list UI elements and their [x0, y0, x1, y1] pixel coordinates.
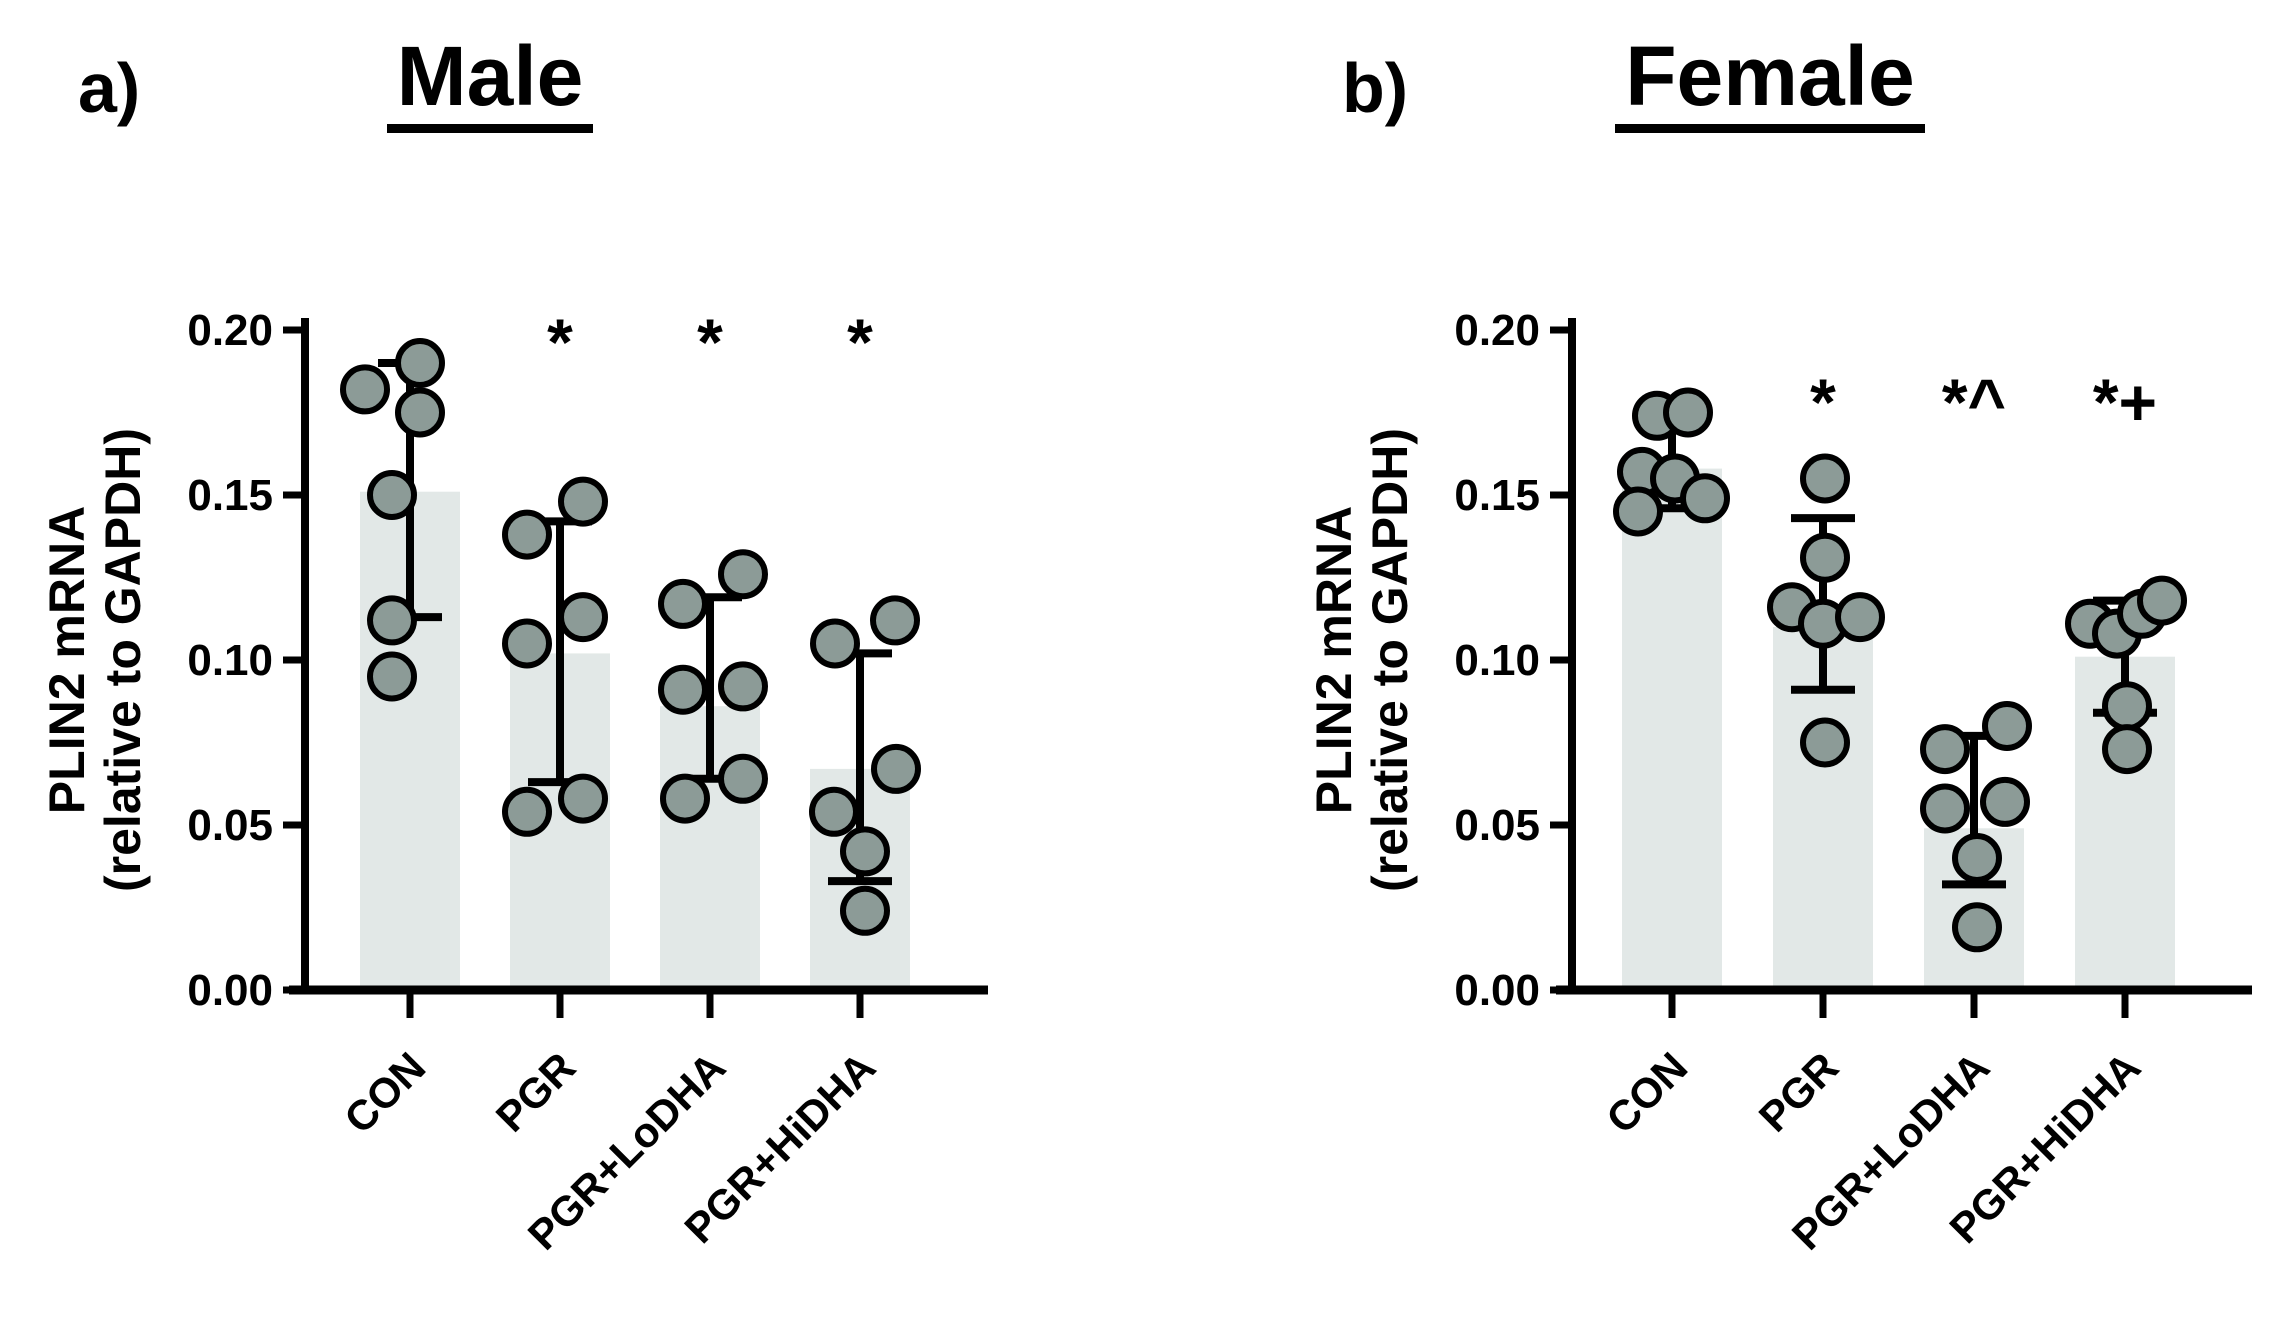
y-tick-label: 0.20 [187, 306, 273, 355]
data-point [367, 651, 417, 702]
data-point [1980, 776, 2030, 827]
significance-annotation: * [697, 305, 723, 379]
y-axis-title: (relative to GAPDH) [95, 428, 151, 892]
data-point [2102, 681, 2152, 732]
data-point [658, 578, 708, 629]
x-category-label: CON [1597, 1043, 1696, 1142]
data-point [1680, 473, 1730, 524]
bar [1622, 468, 1722, 991]
y-tick-label: 0.20 [1454, 306, 1540, 355]
data-point [558, 476, 608, 527]
significance-annotation: * [547, 305, 573, 379]
data-point [558, 592, 608, 643]
y-axis-title: PLIN2 mRNA [1306, 506, 1362, 814]
y-axis-title: (relative to GAPDH) [1362, 428, 1418, 892]
significance-annotation: * [1810, 365, 1836, 439]
y-tick-label: 0.10 [187, 636, 273, 685]
data-point [502, 786, 552, 837]
data-point [810, 618, 860, 669]
panel-label-a: a) [78, 49, 141, 127]
data-point [367, 595, 417, 646]
data-point [1800, 717, 1850, 768]
data-point [395, 387, 445, 438]
data-point [1800, 453, 1850, 504]
data-point [870, 595, 920, 646]
data-point [1952, 902, 2002, 953]
y-tick-label: 0.05 [1454, 801, 1540, 850]
chart-title-male-text: Male [386, 34, 594, 133]
data-point [1800, 532, 1850, 583]
y-tick-label: 0.00 [187, 966, 273, 1015]
data-point [840, 826, 890, 877]
x-category-label: CON [335, 1043, 434, 1142]
data-point [718, 661, 768, 712]
data-point [340, 364, 390, 415]
data-point [809, 786, 859, 837]
data-point [367, 470, 417, 520]
data-point [658, 664, 708, 715]
significance-annotation: *+ [2093, 365, 2157, 439]
data-point [2102, 724, 2152, 775]
y-tick-label: 0.10 [1454, 636, 1540, 685]
data-point [502, 509, 552, 560]
data-point [718, 549, 768, 600]
data-point [395, 338, 445, 388]
data-point [840, 885, 890, 936]
data-point [1663, 387, 1713, 438]
data-point [502, 618, 552, 669]
data-point [660, 773, 710, 824]
data-point [1835, 592, 1885, 643]
significance-annotation: * [847, 305, 873, 379]
chart-title-female: Female [1580, 28, 1960, 133]
x-category-label: PGR [1750, 1043, 1848, 1141]
data-point [1613, 486, 1663, 537]
chart-title-male: Male [340, 28, 640, 133]
x-category-label: PGR [487, 1043, 585, 1141]
data-point [1952, 833, 2002, 883]
data-point [718, 753, 768, 804]
y-axis-title: PLIN2 mRNA [39, 506, 95, 814]
y-tick-label: 0.00 [1454, 966, 1540, 1015]
data-point [558, 773, 608, 824]
significance-annotation: *^ [1942, 365, 2006, 439]
data-point [1920, 783, 1970, 834]
y-tick-label: 0.15 [1454, 471, 1540, 520]
y-tick-label: 0.05 [187, 801, 273, 850]
data-point [2137, 575, 2187, 626]
panel-label-b: b) [1342, 49, 1409, 127]
data-point [1920, 724, 1970, 775]
chart-title-female-text: Female [1615, 34, 1925, 133]
data-point [871, 743, 921, 794]
data-point [1982, 701, 2032, 751]
y-tick-label: 0.15 [187, 471, 273, 520]
